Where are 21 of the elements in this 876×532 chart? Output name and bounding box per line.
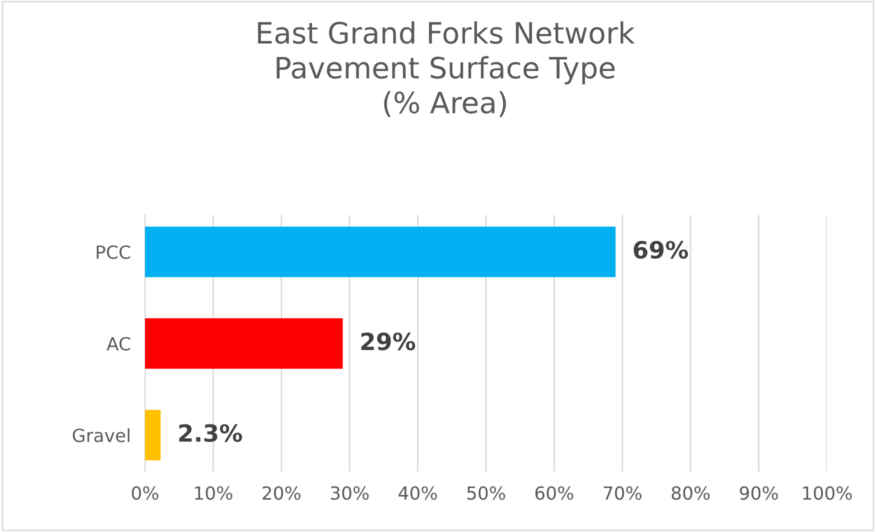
x-tick-label: 90%	[740, 486, 778, 500]
x-tick-label: 20%	[262, 486, 300, 500]
x-tick-label: 40%	[398, 486, 437, 500]
x-tick-label: 70%	[604, 486, 642, 500]
y-tick-label: Gravel	[72, 428, 130, 442]
bar	[145, 226, 616, 278]
data-label: 69%	[634, 240, 688, 259]
y-tick-label: AC	[106, 336, 130, 351]
x-tick-label: 0%	[132, 486, 158, 500]
x-tick-label: 10%	[195, 486, 232, 500]
data-label: 2.3%	[179, 424, 242, 442]
x-tick-label: 50%	[467, 486, 506, 500]
x-tick-label: 100%	[803, 486, 852, 500]
y-tick-label: PCC	[96, 245, 130, 259]
bar	[145, 318, 343, 369]
x-tick-label: 30%	[330, 486, 369, 500]
chart-title: East Grand Forks Network Pavement Surface Type (% Area)	[258, 21, 635, 118]
bar	[145, 410, 161, 460]
data-label: 29%	[361, 332, 416, 350]
x-tick-label: 60%	[535, 486, 574, 500]
x-tick-label: 80%	[672, 486, 710, 500]
